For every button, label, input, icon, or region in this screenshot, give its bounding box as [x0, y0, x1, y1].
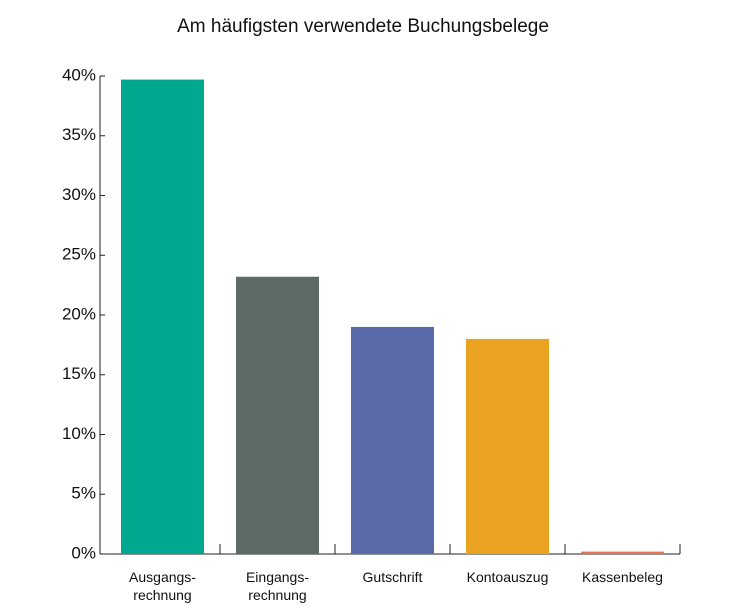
y-tick-label: 35% — [62, 125, 96, 144]
x-tick-label: Kontoauszug — [466, 569, 549, 585]
bar — [581, 551, 664, 554]
bar — [121, 79, 204, 555]
x-tick-label: Ausgangs- rechnung — [129, 569, 196, 603]
x-tick-label: Gutschrift — [362, 569, 423, 585]
y-tick-label: 10% — [62, 424, 96, 443]
y-tick-label: 20% — [62, 304, 96, 323]
y-tick-label: 30% — [62, 185, 96, 204]
x-tick-label: Eingangs- rechnung — [245, 569, 310, 603]
bar — [236, 276, 319, 554]
chart-title: Am häufigsten verwendete Buchungsbelege — [177, 16, 549, 37]
y-tick-label: 25% — [62, 245, 96, 264]
y-tick-label: 5% — [71, 484, 96, 503]
y-tick-label: 40% — [62, 65, 96, 84]
bar — [466, 338, 549, 554]
bar — [351, 326, 434, 554]
x-tick-label: Kassenbeleg — [582, 569, 663, 585]
y-tick-label: 0% — [71, 543, 96, 562]
y-tick-label: 15% — [62, 364, 96, 383]
